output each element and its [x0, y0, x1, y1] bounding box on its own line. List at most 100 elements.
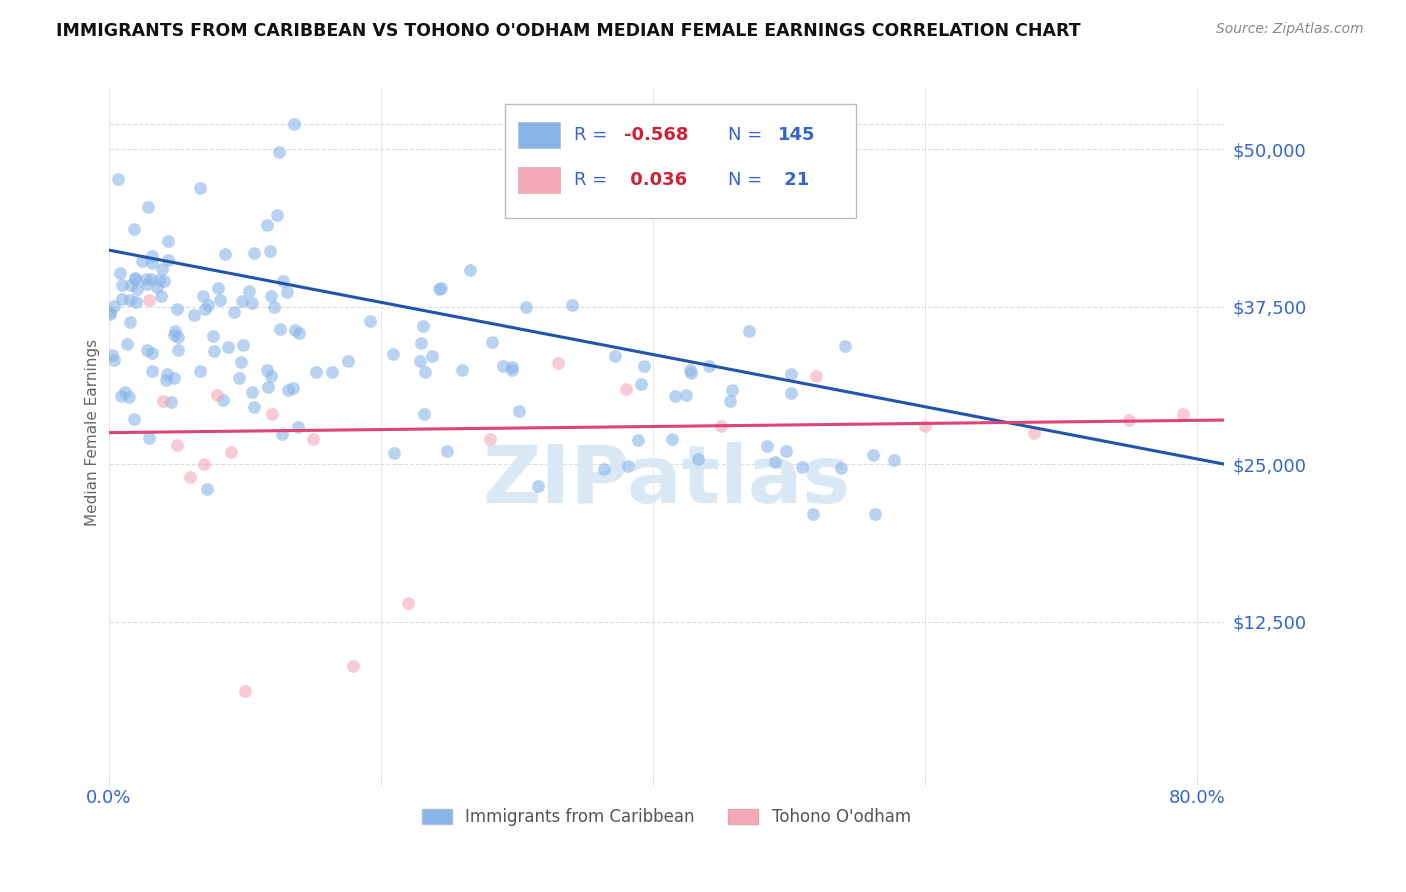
Point: [304, 365, 326, 379]
Point: [396, 596, 419, 610]
Point: [229, 354, 252, 368]
Point: [681, 366, 703, 380]
Point: [277, 383, 299, 397]
Point: [501, 362, 523, 376]
Point: [190, 181, 212, 195]
Text: 145: 145: [778, 126, 815, 144]
Point: [515, 300, 537, 314]
Point: [301, 432, 323, 446]
Point: [413, 407, 436, 421]
Point: [481, 334, 503, 349]
Point: [412, 319, 434, 334]
Point: [661, 432, 683, 446]
Point: [675, 387, 697, 401]
Point: [630, 376, 652, 391]
Point: [183, 308, 205, 322]
Point: [193, 457, 215, 471]
Point: [110, 266, 132, 280]
Point: [257, 380, 280, 394]
Point: [266, 208, 288, 222]
Point: [263, 300, 285, 314]
Point: [755, 439, 778, 453]
Point: [207, 281, 229, 295]
Point: [125, 295, 148, 310]
Point: [679, 363, 702, 377]
Point: [862, 448, 884, 462]
Text: R =: R =: [574, 126, 613, 144]
Point: [427, 282, 450, 296]
Point: [136, 343, 159, 357]
Point: [501, 360, 523, 375]
Point: [883, 453, 905, 467]
Point: [478, 432, 501, 446]
Point: [166, 438, 188, 452]
Point: [775, 443, 797, 458]
Point: [202, 344, 225, 359]
Text: -0.568: -0.568: [624, 126, 689, 144]
Point: [686, 452, 709, 467]
Point: [382, 347, 405, 361]
Point: [120, 277, 142, 292]
Point: [409, 354, 432, 368]
FancyBboxPatch shape: [505, 103, 856, 218]
Point: [830, 460, 852, 475]
Point: [138, 431, 160, 445]
Point: [135, 277, 157, 291]
Point: [626, 433, 648, 447]
Point: [260, 407, 283, 421]
Point: [420, 349, 443, 363]
Point: [120, 315, 142, 329]
Point: [718, 393, 741, 408]
Point: [561, 297, 583, 311]
Point: [110, 278, 132, 293]
Point: [256, 218, 278, 232]
Point: [790, 459, 813, 474]
Point: [103, 299, 125, 313]
Point: [321, 365, 343, 379]
Point: [834, 339, 856, 353]
Point: [197, 298, 219, 312]
Point: [141, 346, 163, 360]
Point: [141, 364, 163, 378]
Point: [141, 249, 163, 263]
Point: [436, 444, 458, 458]
Point: [614, 382, 637, 396]
Text: Source: ZipAtlas.com: Source: ZipAtlas.com: [1216, 22, 1364, 37]
Point: [157, 253, 180, 268]
Point: [165, 325, 187, 339]
Point: [111, 292, 134, 306]
Point: [188, 364, 211, 378]
Point: [107, 172, 129, 186]
Point: [152, 394, 174, 409]
Point: [336, 353, 359, 368]
Point: [281, 381, 304, 395]
Point: [122, 412, 145, 426]
Point: [801, 508, 824, 522]
Point: [153, 274, 176, 288]
Point: [110, 389, 132, 403]
Point: [763, 455, 786, 469]
Point: [243, 246, 266, 260]
Point: [259, 289, 281, 303]
Y-axis label: Median Female Earnings: Median Female Earnings: [86, 339, 100, 526]
Point: [243, 400, 266, 414]
Point: [458, 262, 481, 277]
Point: [232, 338, 254, 352]
Point: [492, 359, 515, 373]
Text: N =: N =: [728, 126, 768, 144]
Point: [124, 272, 146, 286]
Point: [616, 458, 638, 473]
Legend: Immigrants from Caribbean, Tohono O'odham: Immigrants from Caribbean, Tohono O'odha…: [415, 802, 917, 833]
Point: [804, 368, 827, 383]
Point: [167, 329, 190, 343]
Point: [163, 371, 186, 385]
Text: IMMIGRANTS FROM CARIBBEAN VS TOHONO O'ODHAM MEDIAN FEMALE EARNINGS CORRELATION C: IMMIGRANTS FROM CARIBBEAN VS TOHONO O'OD…: [56, 22, 1081, 40]
Point: [209, 293, 232, 307]
Point: [135, 272, 157, 286]
Point: [720, 383, 742, 397]
Point: [167, 343, 190, 357]
Point: [103, 353, 125, 368]
Point: [224, 305, 246, 319]
Point: [779, 386, 801, 401]
Point: [139, 272, 162, 286]
